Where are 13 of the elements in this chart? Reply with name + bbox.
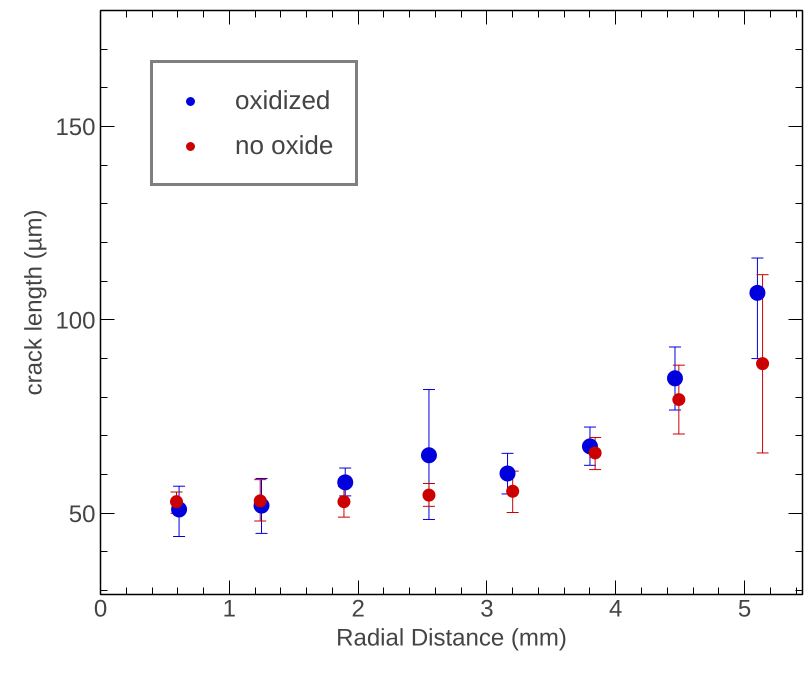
- y-tick-label: 150: [55, 114, 96, 142]
- y-tick-label: 50: [68, 500, 96, 528]
- x-tick-label: 1: [222, 596, 236, 622]
- x-tick-label: 3: [480, 596, 494, 622]
- y-axis-title: crack length (µm): [20, 210, 48, 396]
- x-tick-label: 2: [351, 596, 365, 622]
- x-tick-label: 5: [738, 596, 752, 622]
- x-axis-title: Radial Distance (mm): [336, 624, 567, 652]
- x-tick-label: 4: [609, 596, 622, 622]
- x-tick-label: 0: [94, 596, 108, 622]
- y-tick-label: 100: [55, 307, 96, 334]
- legend-label: no oxide: [235, 130, 334, 161]
- legend-label: oxidized: [235, 85, 330, 116]
